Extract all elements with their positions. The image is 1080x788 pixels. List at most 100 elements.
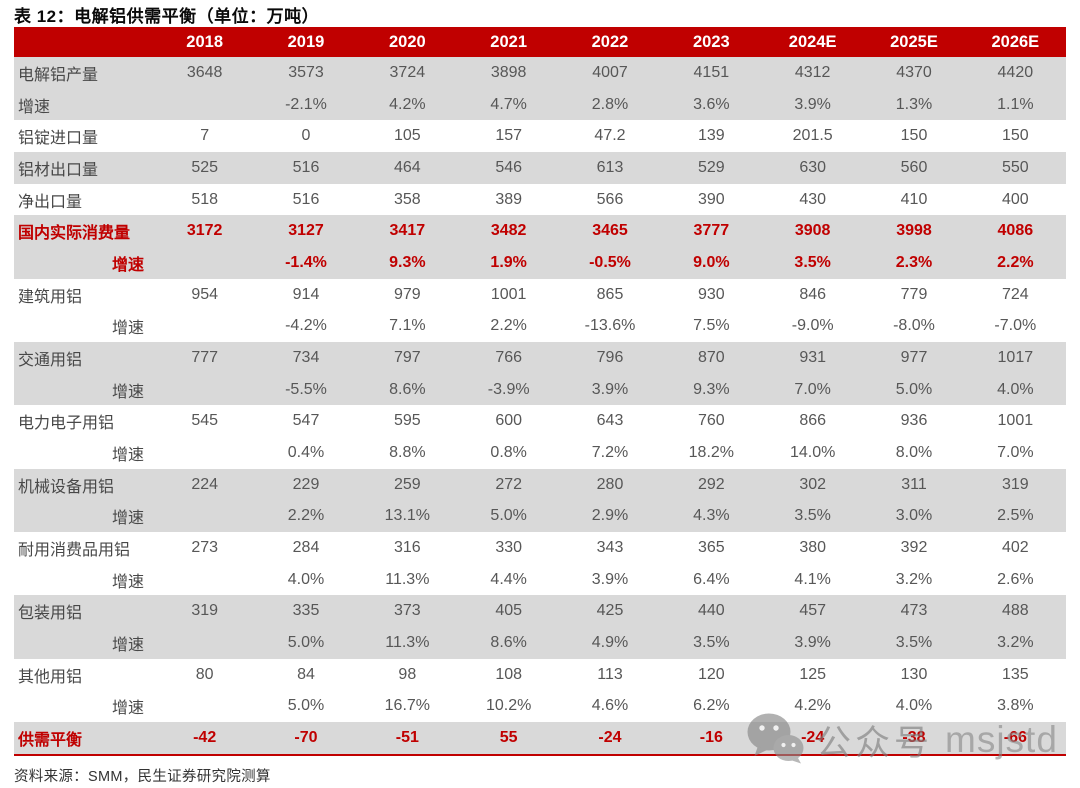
value-cell: 3.2%	[997, 633, 1034, 651]
value-cell: 2.6%	[997, 570, 1034, 588]
value-cell: 3648	[186, 63, 223, 81]
value-cell: 7	[200, 127, 210, 145]
value-cell: 410	[900, 190, 928, 208]
value-cell: 3.2%	[895, 570, 933, 588]
value-cell: 0.8%	[490, 443, 527, 461]
value-cell: 135	[1001, 665, 1029, 683]
value-cell: 425	[596, 602, 624, 620]
value-cell: 518	[191, 190, 219, 208]
value-cell: 259	[393, 475, 421, 493]
value-cell: 3.9%	[591, 570, 629, 588]
value-cell: 80	[195, 665, 214, 683]
value-cell: 866	[799, 412, 827, 430]
table-row: 净出口量 518 516 358 389 566 390 430 410 400	[14, 183, 1066, 216]
table-row: 交通用铝 777 734 797 766 796 870 931 977 1017	[14, 342, 1066, 374]
value-cell: 566	[596, 190, 624, 208]
year-header: 2022	[591, 32, 629, 51]
value-cell: 0.4%	[287, 443, 325, 461]
row-label: 耐用消费品用铝	[18, 541, 131, 559]
row-label: 交通用铝	[18, 351, 83, 369]
value-cell: 3127	[288, 222, 324, 240]
value-cell: 430	[799, 190, 827, 208]
value-cell: 402	[1001, 538, 1029, 556]
row-label: 机械设备用铝	[18, 478, 115, 496]
value-cell: -9.0%	[791, 317, 834, 335]
value-cell: 11.3%	[385, 633, 430, 651]
value-cell: 280	[596, 475, 624, 493]
table-row: 增速 -2.1% 4.2% 4.7% 2.8% 3.6% 3.9% 1.3% 1.1%	[14, 88, 1066, 121]
row-label: 增速	[112, 320, 145, 338]
value-cell: 4.2%	[794, 697, 831, 715]
value-cell: 8.6%	[389, 380, 426, 398]
value-cell: 120	[697, 665, 725, 683]
value-cell: 273	[191, 538, 219, 556]
value-cell: 525	[191, 158, 219, 176]
value-cell: 9.3%	[693, 380, 730, 398]
table-row: 国内实际消费量 3172 3127 3417 3482 3465 3777 3908 3998 4…	[14, 215, 1066, 248]
value-cell: 105	[393, 127, 421, 145]
value-cell: -0.5%	[589, 253, 631, 271]
value-cell: -5.5%	[285, 380, 327, 398]
value-cell: 55	[499, 728, 518, 746]
value-cell: 365	[697, 538, 725, 556]
value-cell: 870	[697, 348, 725, 366]
value-cell: 4.7%	[490, 95, 527, 113]
value-cell: 292	[697, 475, 725, 493]
table-row: 机械设备用铝 224 229 259 272 280 292 302 311 319	[14, 468, 1066, 501]
value-cell: 977	[900, 348, 928, 366]
value-cell: 6.2%	[693, 697, 730, 715]
value-cell: 157	[495, 127, 523, 145]
value-cell: 98	[398, 665, 417, 683]
table-row: 建筑用铝 954 914 979 1001 865 930 846 779 724	[14, 278, 1066, 311]
value-cell: 316	[393, 538, 421, 556]
value-cell: 3908	[794, 222, 831, 240]
value-cell: 150	[900, 127, 928, 145]
row-label: 增速	[112, 700, 145, 718]
value-cell: -51	[395, 728, 419, 746]
value-cell: 600	[495, 412, 523, 430]
value-cell: 358	[393, 190, 421, 208]
value-cell: 4.0%	[997, 380, 1034, 398]
value-cell: 3.8%	[997, 697, 1034, 715]
value-cell: 2.2%	[287, 507, 325, 525]
value-cell: -38	[902, 728, 926, 746]
value-cell: 343	[596, 538, 624, 556]
value-cell: 4.1%	[794, 570, 831, 588]
row-label: 铝锭进口量	[18, 130, 99, 148]
value-cell: 4.4%	[490, 570, 527, 588]
value-cell: 734	[292, 348, 320, 366]
value-cell: 3.6%	[693, 95, 730, 113]
value-cell: 516	[292, 158, 320, 176]
supply-demand-table: 2018 2019 2020 2021 2022 2023 2024E 2025E 2026E …	[14, 27, 1066, 756]
value-cell: 2.2%	[490, 317, 527, 335]
value-cell: 3998	[896, 222, 932, 240]
value-cell: -8.0%	[893, 317, 935, 335]
value-cell: 201.5	[792, 127, 833, 145]
value-cell: 2.5%	[997, 507, 1034, 525]
value-cell: -7.0%	[994, 317, 1037, 335]
value-cell: 13.1%	[384, 507, 431, 525]
value-cell: 373	[393, 602, 421, 620]
value-cell: 2.2%	[997, 253, 1034, 271]
value-cell: 4.3%	[693, 507, 730, 525]
value-cell: 272	[495, 475, 523, 493]
table-row: 增速 5.0% 16.7% 10.2% 4.6% 6.2% 4.2% 4.0% 3.8%	[14, 690, 1066, 723]
value-cell: 229	[292, 475, 320, 493]
value-cell: 18.2%	[688, 443, 735, 461]
value-cell: 936	[900, 412, 928, 430]
value-cell: 319	[191, 602, 219, 620]
row-label: 增速	[112, 636, 145, 654]
value-cell: 779	[900, 285, 928, 303]
year-header: 2018	[186, 32, 224, 51]
table-row: 其他用铝 80 84 98 108 113 120 125 130 135	[14, 658, 1066, 691]
value-cell: 846	[799, 285, 827, 303]
value-cell: 724	[1001, 285, 1029, 303]
value-cell: 3417	[389, 222, 426, 240]
value-cell: -4.2%	[285, 317, 327, 335]
value-cell: 1001	[490, 285, 527, 303]
value-cell: 3.9%	[794, 633, 831, 651]
value-cell: 7.0%	[794, 380, 831, 398]
year-header: 2024E	[788, 32, 837, 51]
value-cell: 979	[393, 285, 421, 303]
